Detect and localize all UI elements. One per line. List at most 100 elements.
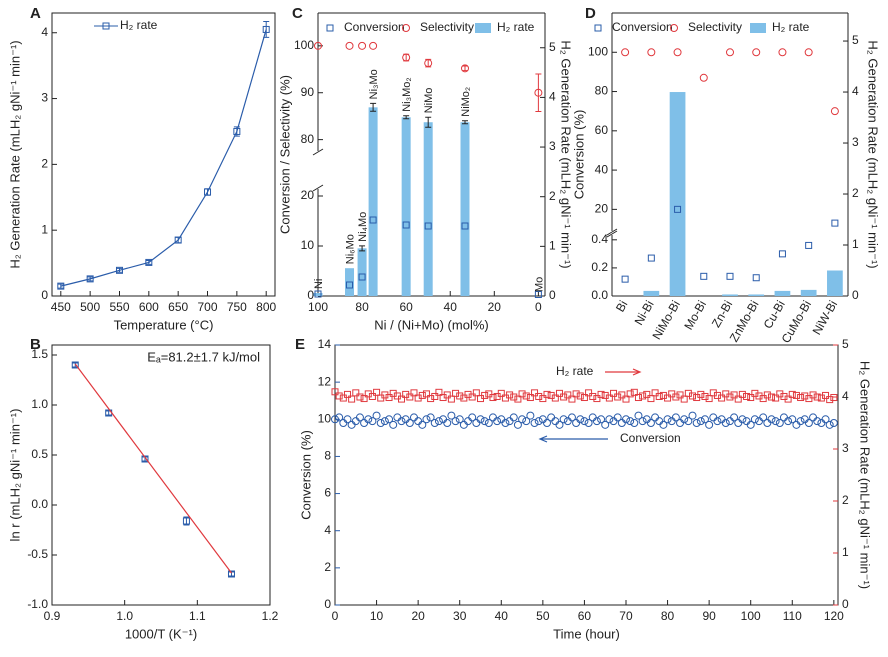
- data-point: [389, 420, 398, 429]
- data-point: [705, 420, 714, 429]
- data-point: [335, 392, 343, 400]
- panel-label: D: [585, 5, 596, 22]
- data-point: [576, 415, 585, 424]
- data-point: [738, 415, 747, 424]
- y-tick-label: 4: [41, 25, 48, 39]
- data-point: [788, 415, 797, 424]
- data-point: [655, 392, 663, 400]
- data-point: [468, 393, 476, 401]
- data-point: [360, 419, 369, 427]
- data-point: [526, 411, 535, 420]
- data-point: [772, 394, 780, 402]
- point-label: Ni: [313, 279, 325, 289]
- data-point: [734, 395, 742, 403]
- panel-label: A: [30, 5, 41, 22]
- x-tick-label: 0: [535, 300, 542, 314]
- x-axis-title: Temperature (°C): [114, 317, 214, 332]
- bar: [368, 107, 378, 296]
- error-bar: [359, 245, 366, 252]
- data-point: [726, 393, 734, 401]
- data-point: [422, 390, 430, 398]
- data-point: [339, 394, 347, 402]
- data-point: [667, 417, 676, 426]
- data-point: [621, 415, 630, 424]
- data-point: [580, 394, 588, 402]
- error-bar: [425, 116, 432, 128]
- data-point: [456, 392, 464, 400]
- data-point: [613, 413, 622, 422]
- point-label: Ni₃Mo: [368, 69, 380, 99]
- y2-tick-label: 3: [549, 139, 556, 153]
- data-point: [369, 41, 378, 50]
- panel-label: E: [295, 336, 305, 353]
- data-point: [538, 415, 547, 424]
- data-point: [451, 417, 460, 426]
- data-point: [585, 389, 593, 397]
- x-tick-label: 0: [332, 609, 339, 623]
- x-tick-label: Ni-Bi: [632, 298, 657, 328]
- x-tick-label: 90: [702, 609, 716, 623]
- data-point: [805, 395, 813, 403]
- data-point: [797, 394, 805, 402]
- data-point: [414, 417, 423, 426]
- data-point: [779, 413, 788, 422]
- data-point: [262, 25, 270, 33]
- y-tick-label: 100: [294, 38, 314, 52]
- x-tick-label: 1.0: [116, 609, 133, 623]
- data-point: [742, 417, 751, 426]
- data-point: [405, 419, 414, 427]
- data-point: [738, 390, 746, 398]
- data-point: [115, 266, 123, 274]
- data-point: [551, 394, 559, 402]
- data-point: [141, 455, 149, 463]
- bar: [774, 290, 791, 296]
- x-tick-label: 40: [495, 609, 509, 623]
- data-point: [314, 41, 322, 50]
- data-point: [701, 392, 709, 400]
- data-point: [767, 393, 775, 401]
- series-label: H₂ rate: [556, 364, 594, 378]
- data-point: [476, 415, 485, 424]
- data-point: [568, 395, 576, 403]
- y-tick-label: 2: [41, 157, 48, 171]
- y2-axis-title: H₂ Generation Rate (mLH₂ gNi⁻¹ min⁻¹): [858, 361, 873, 589]
- data-point: [809, 391, 817, 399]
- data-point: [535, 392, 543, 400]
- data-point: [489, 394, 497, 402]
- data-point: [560, 393, 568, 401]
- data-point: [621, 275, 629, 283]
- data-point: [730, 391, 738, 399]
- data-point: [673, 48, 682, 57]
- data-point: [805, 241, 813, 249]
- data-point: [680, 415, 689, 424]
- data-point: [697, 390, 705, 398]
- x-tick-label: 800: [256, 300, 276, 314]
- data-point: [427, 395, 435, 403]
- data-point: [674, 205, 682, 213]
- data-point: [351, 417, 360, 426]
- data-point: [699, 73, 708, 82]
- data-point: [676, 391, 684, 399]
- data-point: [717, 415, 726, 424]
- point-label: Ni₃Mo₂: [401, 77, 413, 111]
- series-arrow: [538, 435, 608, 443]
- data-point: [369, 216, 377, 224]
- y-tick-label: 2: [324, 560, 331, 574]
- y2-tick-label: 5: [842, 337, 849, 351]
- x-tick-label: 60: [399, 300, 413, 314]
- data-point: [505, 417, 514, 426]
- y-tick-label: 1.5: [31, 347, 48, 361]
- data-point: [725, 417, 734, 426]
- y-tick-label: 40: [595, 162, 609, 176]
- x-tick-label: 500: [80, 300, 100, 314]
- data-point: [57, 282, 65, 290]
- data-point: [778, 250, 786, 258]
- data-point: [356, 393, 364, 401]
- data-point: [233, 127, 241, 135]
- series-label: Conversion: [620, 431, 681, 445]
- data-point: [314, 290, 322, 298]
- data-point: [634, 411, 643, 420]
- data-point: [497, 389, 505, 397]
- data-point: [831, 219, 839, 227]
- data-point: [580, 417, 589, 426]
